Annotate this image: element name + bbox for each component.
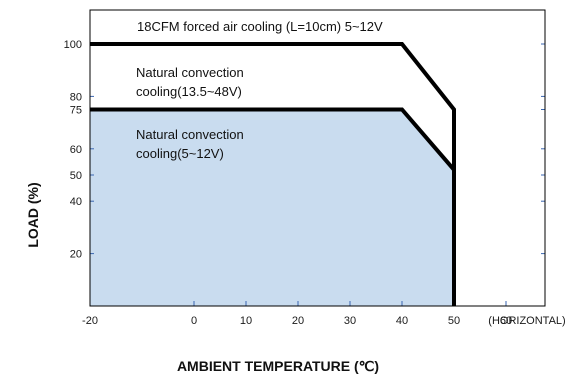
x-tick-label: 10 xyxy=(240,315,252,327)
natural-convection-derating-curve xyxy=(90,107,456,306)
annotation-nc-13-48v-line1: Natural convection xyxy=(136,65,244,80)
x-tick-label: 60 xyxy=(500,315,512,327)
y-tick-label: 20 xyxy=(70,249,82,261)
y-axis-title: LOAD (%) xyxy=(25,182,41,247)
y-tick-label: 50 xyxy=(70,170,82,182)
y-tick-label: 80 xyxy=(70,91,82,103)
x-tick-label: 0 xyxy=(191,315,197,327)
plot-frame xyxy=(89,9,546,307)
annotation-forced-air: 18CFM forced air cooling (L=10cm) 5~12V xyxy=(137,19,383,34)
x-tick-label: 20 xyxy=(292,315,304,327)
annotation-nc-13-48v-line2: cooling(13.5~48V) xyxy=(136,84,242,99)
x-tick-label: 50 xyxy=(448,315,460,327)
x-axis-title: AMBIENT TEMPERATURE (℃) xyxy=(177,358,379,374)
y-tick-label: 75 xyxy=(70,105,82,117)
natural-convection-5-12v-area xyxy=(90,109,454,306)
x-axis-orientation-label: (HORIZONTAL) xyxy=(488,315,565,327)
x-tick-label: 40 xyxy=(396,315,408,327)
y-tick-label: 60 xyxy=(70,144,82,156)
y-tick-label: 100 xyxy=(64,39,82,51)
annotation-nc-5-12v-line1: Natural convection xyxy=(136,127,244,142)
x-tick-label: 30 xyxy=(344,315,356,327)
annotation-nc-5-12v-line2: cooling(5~12V) xyxy=(136,146,224,161)
y-tick-label: 40 xyxy=(70,196,82,208)
x-tick-label: -20 xyxy=(82,315,98,327)
